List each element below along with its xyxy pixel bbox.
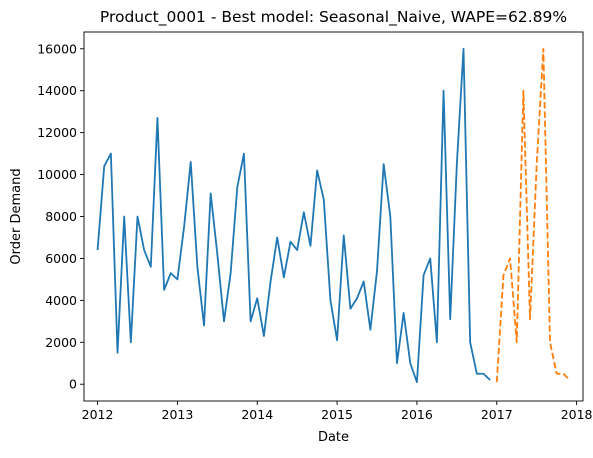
x-tick-label: 2014 <box>241 407 273 422</box>
y-axis-label: Order Demand <box>9 168 24 264</box>
x-tick-label: 2015 <box>321 407 353 422</box>
y-tick-label: 2000 <box>45 335 77 350</box>
x-tick-label: 2016 <box>401 407 433 422</box>
x-tick-label: 2012 <box>82 407 114 422</box>
chart-title: Product_0001 - Best model: Seasonal_Naiv… <box>100 8 567 27</box>
y-tick-label: 0 <box>69 377 77 392</box>
y-tick-label: 8000 <box>45 209 77 224</box>
x-tick-label: 2018 <box>561 407 593 422</box>
x-tick-label: 2013 <box>162 407 194 422</box>
plot-area: 2012 2013 2014 2015 2016 2017 2018 0 2000 4000 600… <box>37 31 593 422</box>
y-tick-label: 14000 <box>37 83 77 98</box>
y-tick-label: 16000 <box>37 41 77 56</box>
y-tick-label: 4000 <box>45 293 77 308</box>
y-tick-label: 6000 <box>45 251 77 266</box>
y-tick-label: 10000 <box>37 167 77 182</box>
x-tick-label: 2017 <box>481 407 513 422</box>
x-axis-label: Date <box>318 430 349 445</box>
y-tick-label: 12000 <box>37 125 77 140</box>
forecast-series-line <box>495 47 571 383</box>
actual-series-line <box>96 47 491 384</box>
